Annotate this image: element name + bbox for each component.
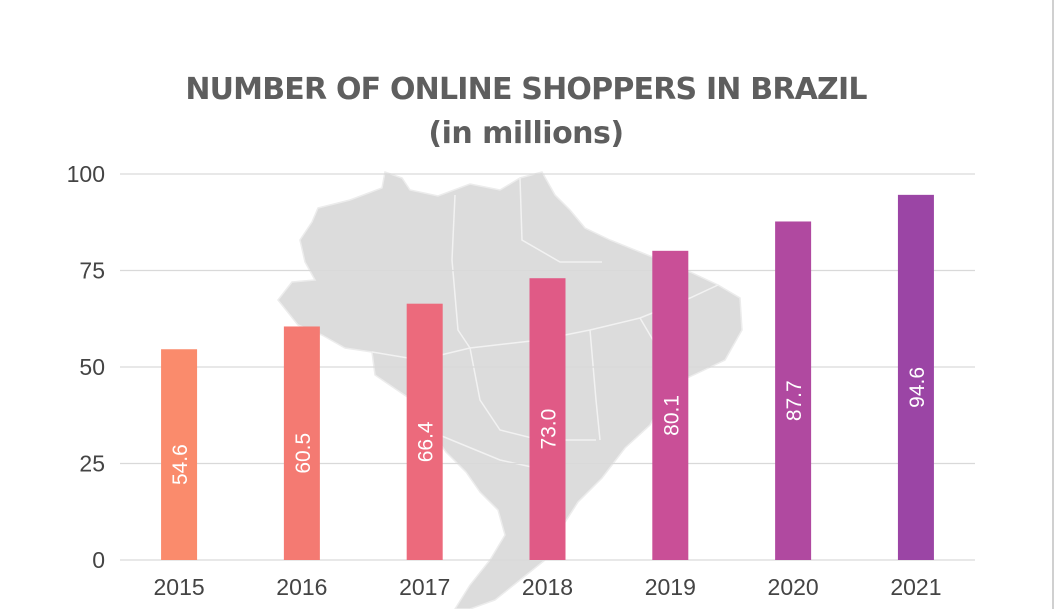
frame-border	[1052, 0, 1054, 609]
bar-2016	[283, 326, 320, 560]
chart-subtitle: (in millions)	[428, 116, 624, 151]
data-label: 94.6	[906, 367, 929, 408]
x-tick-label: 2015	[153, 574, 204, 600]
bar-2015	[161, 349, 198, 560]
bar-2021	[897, 194, 934, 560]
y-tick-label: 100	[67, 161, 105, 187]
data-label: 54.6	[169, 444, 192, 485]
x-tick-label: 2018	[522, 574, 573, 600]
bar-2017	[406, 303, 443, 560]
x-tick-label: 2021	[890, 574, 941, 600]
chart-title: NUMBER OF ONLINE SHOPPERS IN BRAZIL	[185, 72, 867, 107]
y-tick-label: 75	[79, 258, 105, 284]
data-label: 80.1	[660, 395, 683, 436]
x-tick-label: 2016	[276, 574, 327, 600]
y-tick-label: 25	[79, 451, 105, 477]
data-label: 66.4	[415, 421, 438, 462]
x-tick-label: 2020	[768, 574, 819, 600]
data-label: 73.0	[538, 409, 561, 450]
bars: 54.6 60.5 66.4 73.0 80.1 87.7 94.6	[161, 194, 934, 560]
data-label: 60.5	[292, 433, 315, 474]
data-label: 87.7	[783, 380, 806, 421]
x-tick-label: 2019	[645, 574, 696, 600]
bar-2018	[529, 278, 566, 560]
y-axis: 0 25 50 75 100	[67, 161, 105, 573]
y-tick-label: 0	[92, 547, 105, 573]
y-tick-label: 50	[79, 354, 105, 380]
x-tick-label: 2017	[399, 574, 450, 600]
x-axis: 2015 2016 2017 2018 2019 2020 2021	[153, 574, 941, 600]
bar-2020	[775, 221, 812, 560]
bar-2019	[652, 250, 689, 560]
